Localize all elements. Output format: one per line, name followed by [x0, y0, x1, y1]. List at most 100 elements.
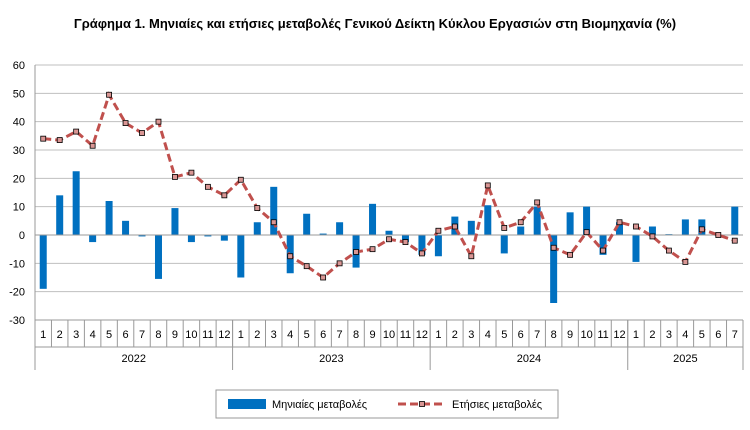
line-marker [320, 274, 327, 281]
month-label: 8 [551, 329, 557, 341]
bar [731, 206, 739, 235]
bar [648, 226, 656, 235]
bar [418, 235, 426, 255]
month-label: 9 [567, 329, 573, 341]
bar [681, 219, 689, 235]
line-marker [303, 263, 310, 270]
bar [39, 235, 47, 289]
month-label: 1 [40, 329, 46, 341]
line-marker [419, 250, 425, 257]
bar [434, 235, 442, 257]
line-marker [56, 137, 63, 143]
line-marker [451, 223, 458, 230]
line-marker [172, 174, 178, 180]
year-label: 2025 [673, 353, 697, 365]
month-label: 12 [416, 329, 428, 341]
bar [220, 235, 228, 241]
line-marker [155, 118, 162, 125]
month-label: 4 [287, 329, 293, 341]
month-label: 12 [613, 329, 625, 341]
line-marker [534, 199, 541, 206]
month-label: 4 [485, 329, 491, 341]
line-marker [204, 183, 211, 190]
month-label: 5 [699, 329, 705, 341]
month-label: 7 [337, 329, 343, 341]
y-tick-label: -30 [9, 315, 25, 327]
month-label: 3 [73, 329, 79, 341]
month-label: 1 [238, 329, 244, 341]
y-tick-label: 40 [13, 117, 25, 129]
y-tick-label: 50 [13, 88, 25, 100]
bar [550, 235, 558, 303]
month-label: 10 [185, 329, 197, 341]
bar [583, 206, 591, 235]
bar [533, 206, 541, 235]
legend-label-monthly: Μηνιαίες μεταβολές [272, 399, 367, 411]
month-label: 12 [218, 329, 230, 341]
month-label: 10 [580, 329, 592, 341]
bar [154, 235, 162, 279]
bar [105, 201, 113, 235]
line-marker [501, 225, 508, 231]
bar [369, 203, 377, 235]
line-marker [682, 259, 689, 265]
line-marker [484, 182, 491, 189]
bar [484, 205, 492, 235]
month-label: 4 [682, 329, 688, 341]
bar [270, 186, 278, 235]
legend-bar-swatch [228, 399, 266, 409]
bar [566, 212, 574, 235]
month-label: 8 [353, 329, 359, 341]
legend-box [215, 389, 559, 419]
line-marker [435, 227, 442, 234]
line-marker [73, 128, 80, 135]
month-label: 8 [155, 329, 161, 341]
y-tick-label: 10 [13, 202, 25, 214]
line-marker [139, 130, 145, 136]
bar [319, 233, 327, 235]
line-marker [402, 239, 409, 245]
month-label: 1 [435, 329, 441, 341]
month-label: 11 [597, 329, 608, 341]
legend-marker [419, 401, 425, 407]
line-marker [567, 251, 574, 258]
bar [336, 222, 344, 235]
month-label: 2 [254, 329, 260, 341]
line-marker [287, 253, 294, 260]
bar [89, 235, 97, 243]
y-tick-label: 60 [13, 60, 25, 72]
year-label: 2023 [319, 353, 343, 365]
y-tick-label: -20 [9, 287, 25, 299]
month-label: 5 [501, 329, 507, 341]
bar [517, 226, 525, 235]
line-marker [188, 169, 195, 176]
month-label: 3 [666, 329, 672, 341]
line-marker [254, 205, 261, 211]
month-label: 6 [715, 329, 721, 341]
bar [385, 230, 393, 235]
line-marker [600, 247, 606, 254]
line-marker [616, 219, 623, 226]
line-marker [270, 219, 277, 226]
line-marker [369, 246, 376, 253]
line-marker [517, 219, 524, 226]
bar [500, 235, 508, 254]
year-label: 2022 [122, 353, 146, 365]
month-label: 3 [271, 329, 277, 341]
year-label: 2024 [517, 353, 541, 365]
bar [599, 235, 607, 255]
bar [467, 220, 475, 235]
month-label: 11 [202, 329, 213, 341]
line-marker [237, 176, 244, 183]
bar [138, 235, 146, 237]
month-label: 2 [452, 329, 458, 341]
month-label: 9 [172, 329, 178, 341]
bar [303, 213, 311, 235]
line-marker [633, 223, 639, 230]
line-marker [40, 135, 47, 142]
month-label: 5 [106, 329, 112, 341]
bar [616, 222, 624, 235]
bar [401, 235, 409, 243]
line-marker [122, 120, 129, 126]
month-label: 6 [518, 329, 524, 341]
